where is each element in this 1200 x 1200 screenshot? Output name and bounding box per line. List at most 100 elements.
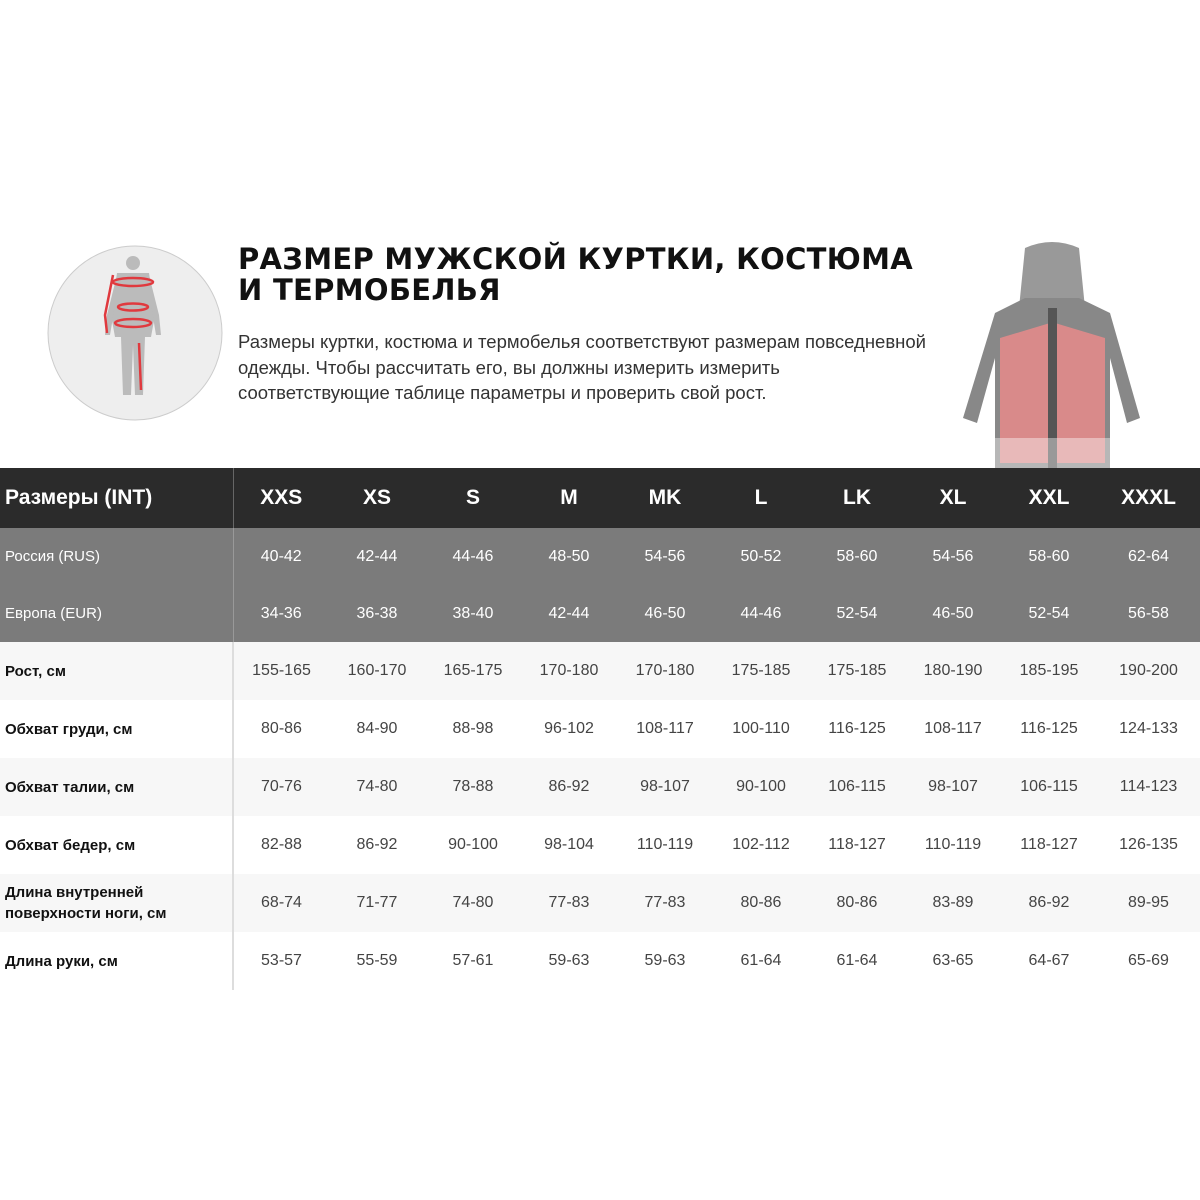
row-label: Длина руки, см <box>0 932 234 990</box>
table-cell: 50-52 <box>713 528 809 585</box>
table-cell: 170-180 <box>521 642 617 700</box>
table-cell: 165-175 <box>425 642 521 700</box>
table-cell: 185-195 <box>1001 642 1097 700</box>
table-cell: 98-107 <box>617 758 713 816</box>
table-cell: 65-69 <box>1097 932 1200 990</box>
row-label: Европа (EUR) <box>0 585 234 642</box>
table-cell: 68-74 <box>233 874 329 932</box>
table-cell: 63-65 <box>905 932 1001 990</box>
size-header: XXL <box>1001 468 1097 528</box>
table-cell: 61-64 <box>809 932 905 990</box>
table-cell: 52-54 <box>809 585 905 642</box>
table-row: Обхват груди, см 80-86 84-90 88-98 96-102 108… <box>0 700 1200 758</box>
table-cell: 46-50 <box>905 585 1001 642</box>
table-cell: 86-92 <box>329 816 425 874</box>
size-header: XXS <box>233 468 329 528</box>
table-cell: 98-107 <box>905 758 1001 816</box>
table-cell: 42-44 <box>521 585 617 642</box>
row-label: Россия (RUS) <box>0 528 234 585</box>
size-header: MK <box>617 468 713 528</box>
table-cell: 74-80 <box>329 758 425 816</box>
table-cell: 78-88 <box>425 758 521 816</box>
table-cell: 108-117 <box>905 700 1001 758</box>
table-cell: 56-58 <box>1097 585 1200 642</box>
table-cell: 106-115 <box>1001 758 1097 816</box>
table-cell: 84-90 <box>329 700 425 758</box>
table-cell: 180-190 <box>905 642 1001 700</box>
table-row: Европа (EUR) 34-36 36-38 38-40 42-44 46-50 44-… <box>0 585 1200 642</box>
table-cell: 44-46 <box>425 528 521 585</box>
table-cell: 80-86 <box>809 874 905 932</box>
table-cell: 58-60 <box>809 528 905 585</box>
size-header: L <box>713 468 809 528</box>
jacket-image <box>955 242 1150 468</box>
table-cell: 118-127 <box>1001 816 1097 874</box>
table-cell: 118-127 <box>809 816 905 874</box>
table-cell: 34-36 <box>233 585 329 642</box>
row-label: Обхват талии, см <box>0 758 234 816</box>
table-cell: 86-92 <box>1001 874 1097 932</box>
table-cell: 83-89 <box>905 874 1001 932</box>
table-cell: 74-80 <box>425 874 521 932</box>
table-cell: 55-59 <box>329 932 425 990</box>
table-cell: 175-185 <box>809 642 905 700</box>
table-cell: 110-119 <box>905 816 1001 874</box>
table-cell: 108-117 <box>617 700 713 758</box>
table-cell: 88-98 <box>425 700 521 758</box>
size-table: Размеры (INT) XXS XS S M MK L LK XL XXL … <box>0 468 1200 990</box>
table-cell: 58-60 <box>1001 528 1097 585</box>
table-cell: 126-135 <box>1097 816 1200 874</box>
table-cell: 64-67 <box>1001 932 1097 990</box>
table-cell: 102-112 <box>713 816 809 874</box>
table-row: Россия (RUS) 40-42 42-44 44-46 48-50 54-56 50-… <box>0 528 1200 585</box>
table-cell: 44-46 <box>713 585 809 642</box>
table-cell: 116-125 <box>1001 700 1097 758</box>
table-cell: 54-56 <box>905 528 1001 585</box>
table-row: Длина руки, см 53-57 55-59 57-61 59-63 59-63 6… <box>0 932 1200 990</box>
table-cell: 160-170 <box>329 642 425 700</box>
table-cell: 90-100 <box>713 758 809 816</box>
table-cell: 90-100 <box>425 816 521 874</box>
size-header: XXXL <box>1097 468 1200 528</box>
table-cell: 77-83 <box>521 874 617 932</box>
size-header: XL <box>905 468 1001 528</box>
table-cell: 54-56 <box>617 528 713 585</box>
table-cell: 71-77 <box>329 874 425 932</box>
page-title: РАЗМЕР МУЖСКОЙ КУРТКИ, КОСТЮМА И ТЕРМОБЕ… <box>238 242 913 307</box>
table-row: Длина внутренней поверхности ноги, см 68-… <box>0 874 1200 932</box>
table-cell: 70-76 <box>233 758 329 816</box>
table-row: Обхват талии, см 70-76 74-80 78-88 86-92 98-1… <box>0 758 1200 816</box>
table-cell: 110-119 <box>617 816 713 874</box>
table-cell: 46-50 <box>617 585 713 642</box>
table-cell: 38-40 <box>425 585 521 642</box>
table-cell: 52-54 <box>1001 585 1097 642</box>
size-header: M <box>521 468 617 528</box>
sizes-header-row: Размеры (INT) XXS XS S M MK L LK XL XXL … <box>0 468 1200 528</box>
table-cell: 80-86 <box>713 874 809 932</box>
table-cell: 57-61 <box>425 932 521 990</box>
table-cell: 53-57 <box>233 932 329 990</box>
table-cell: 106-115 <box>809 758 905 816</box>
table-cell: 61-64 <box>713 932 809 990</box>
table-cell: 98-104 <box>521 816 617 874</box>
table-cell: 40-42 <box>233 528 329 585</box>
row-label: Длина внутренней поверхности ноги, см <box>0 874 234 932</box>
row-label: Обхват бедер, см <box>0 816 234 874</box>
table-cell: 86-92 <box>521 758 617 816</box>
row-label: Рост, см <box>0 642 234 700</box>
table-row: Рост, см 155-165 160-170 165-175 170-180 170-… <box>0 642 1200 700</box>
table-cell: 190-200 <box>1097 642 1200 700</box>
table-cell: 116-125 <box>809 700 905 758</box>
table-cell: 36-38 <box>329 585 425 642</box>
table-cell: 42-44 <box>329 528 425 585</box>
table-cell: 175-185 <box>713 642 809 700</box>
table-cell: 80-86 <box>233 700 329 758</box>
table-cell: 96-102 <box>521 700 617 758</box>
body-measurement-illustration <box>47 245 223 421</box>
table-cell: 62-64 <box>1097 528 1200 585</box>
table-cell: 114-123 <box>1097 758 1200 816</box>
table-cell: 100-110 <box>713 700 809 758</box>
table-cell: 82-88 <box>233 816 329 874</box>
table-cell: 77-83 <box>617 874 713 932</box>
